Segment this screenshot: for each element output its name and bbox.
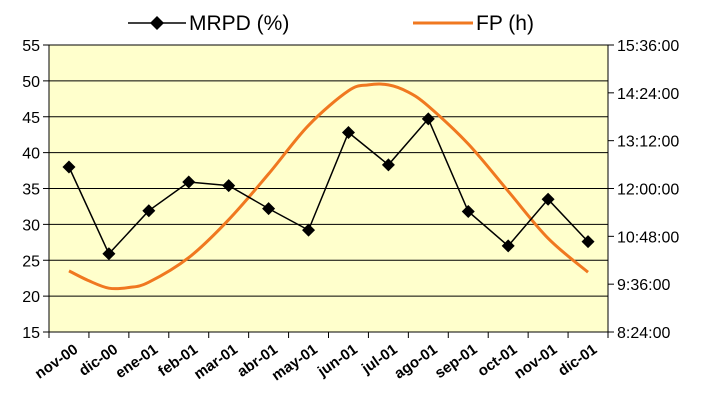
mrpd-point [302, 223, 316, 237]
left-tick-label: 25 [22, 253, 40, 270]
legend-label-mrpd: MRPD (%) [189, 12, 289, 35]
mrpd-point [501, 239, 515, 253]
right-axis-ticks: 15:36:00 14:24:00 13:12:00 12:00:00 10:48:00… [608, 38, 679, 342]
x-tick-label: mar-01 [191, 341, 241, 383]
x-tick-label: ene-01 [112, 341, 161, 382]
left-axis-ticks: 55 50 45 40 35 30 25 20 15 [22, 38, 49, 342]
x-tick-label: nov-01 [511, 341, 560, 383]
mrpd-point [222, 179, 236, 193]
left-tick-label: 40 [22, 146, 40, 163]
x-tick-label: ago-01 [391, 341, 440, 383]
legend: MRPD (%) FP (h) [128, 12, 534, 35]
right-tick-label: 14:24:00 [617, 86, 679, 103]
left-tick-label: 30 [22, 217, 40, 234]
left-tick-label: 55 [22, 38, 40, 55]
legend-label-fp: FP (h) [476, 12, 534, 35]
mrpd-point [581, 235, 595, 249]
x-tick-label: jun-01 [314, 341, 361, 381]
fp-line [68, 82, 589, 291]
x-tick-label: dic-00 [76, 341, 121, 380]
x-tick-label: sep-01 [432, 341, 481, 382]
left-tick-label: 50 [22, 74, 40, 91]
mrpd-point [421, 112, 435, 126]
mrpd-point [541, 192, 555, 206]
right-tick-label: 8:24:00 [617, 325, 670, 342]
x-axis-ticks: nov-00dic-00ene-01feb-01mar-01abr-01may-… [32, 332, 609, 385]
right-tick-label: 10:48:00 [617, 229, 679, 246]
right-tick-label: 15:36:00 [617, 38, 679, 55]
left-tick-label: 15 [22, 325, 40, 342]
right-tick-label: 12:00:00 [617, 182, 679, 199]
mrpd-point [262, 202, 276, 216]
mrpd-point [182, 175, 196, 189]
legend-marker-mrpd [150, 16, 164, 30]
left-tick-label: 35 [22, 182, 40, 199]
left-tick-label: 45 [22, 110, 40, 127]
mrpd-point [381, 158, 395, 172]
left-tick-label: 20 [22, 289, 40, 306]
mrpd-point [62, 160, 76, 174]
right-tick-label: 13:12:00 [617, 134, 679, 151]
x-tick-label: nov-00 [32, 341, 81, 383]
mrpd-point [461, 204, 475, 218]
x-tick-label: may-01 [269, 341, 321, 385]
mrpd-point [341, 126, 355, 140]
right-tick-label: 9:36:00 [617, 277, 670, 294]
series-fp [68, 82, 589, 291]
mrpd-point [142, 204, 156, 218]
mrpd-line [68, 117, 589, 256]
x-tick-label: oct-01 [474, 341, 520, 380]
mrpd-point [102, 247, 116, 261]
x-tick-label: dic-01 [555, 341, 600, 380]
series-mrpd [62, 112, 595, 261]
